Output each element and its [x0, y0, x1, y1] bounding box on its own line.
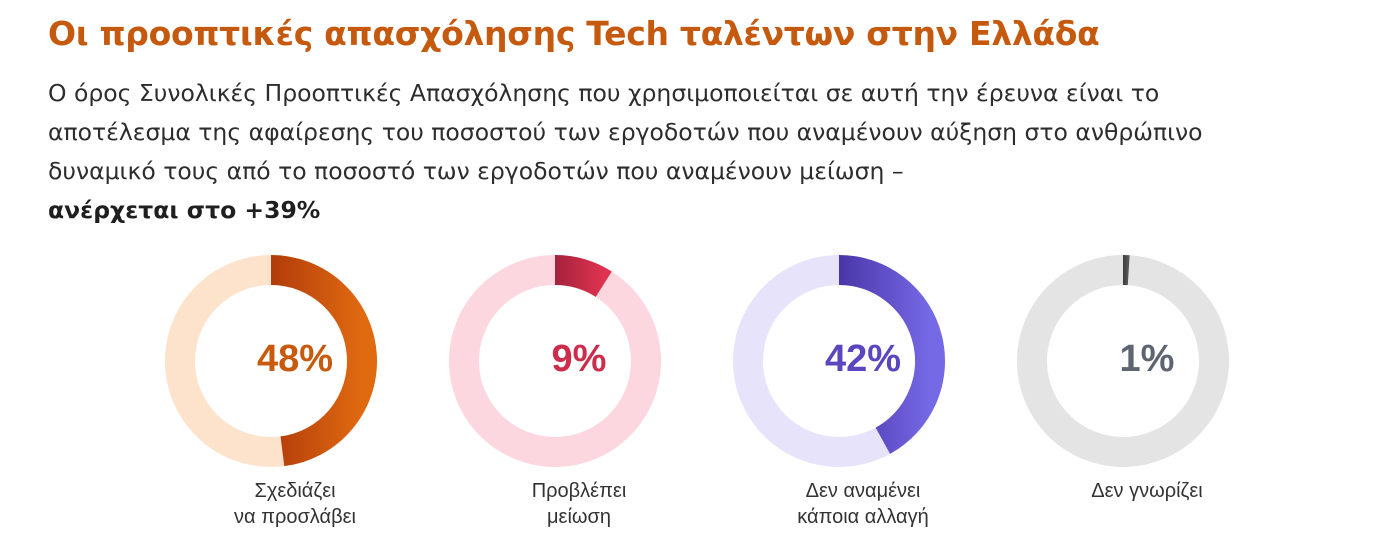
donut-charts-row: 48% Σχεδιάζει να προσλάβει 9% Προβλέπει μεί… — [0, 250, 1374, 550]
description-text: Ο όρος Συνολικές Προοπτικές Απασχόλησης … — [48, 79, 1203, 185]
donut-category-label: Δεν αναμένει κάποια αλλαγή — [797, 480, 929, 528]
donut-value-label: 9% — [551, 338, 607, 380]
description-paragraph: Ο όρος Συνολικές Προοπτικές Απασχόλησης … — [48, 74, 1298, 230]
donut-value-label: 42% — [824, 338, 902, 380]
donut-category-label: Προβλέπει μείωση — [531, 480, 627, 528]
page-title: Οι προοπτικές απασχόλησης Tech ταλέντων … — [48, 14, 1100, 53]
donut-category-label: Δεν γνωρίζει — [1091, 480, 1203, 502]
donut-chart-1: 48% Σχεδιάζει να προσλάβει — [142, 250, 402, 550]
donut-chart-2: 9% Προβλέπει μείωση — [426, 250, 686, 550]
donut-svg — [733, 255, 945, 467]
donut-svg — [165, 255, 377, 467]
donut-svg — [449, 255, 661, 467]
donut-chart-4: 1% Δεν γνωρίζει — [994, 250, 1254, 550]
description-highlight: ανέρχεται στο +39% — [48, 196, 321, 224]
donut-value-label: 48% — [256, 338, 334, 380]
donut-category-label: Σχεδιάζει να προσλάβει — [234, 480, 356, 528]
donut-chart-3: 42% Δεν αναμένει κάποια αλλαγή — [710, 250, 970, 550]
donut-value-label: 1% — [1119, 338, 1175, 380]
donut-slice — [838, 255, 945, 454]
donut-slice — [554, 255, 612, 298]
donut-svg — [1017, 255, 1229, 467]
donut-slice — [270, 255, 377, 467]
